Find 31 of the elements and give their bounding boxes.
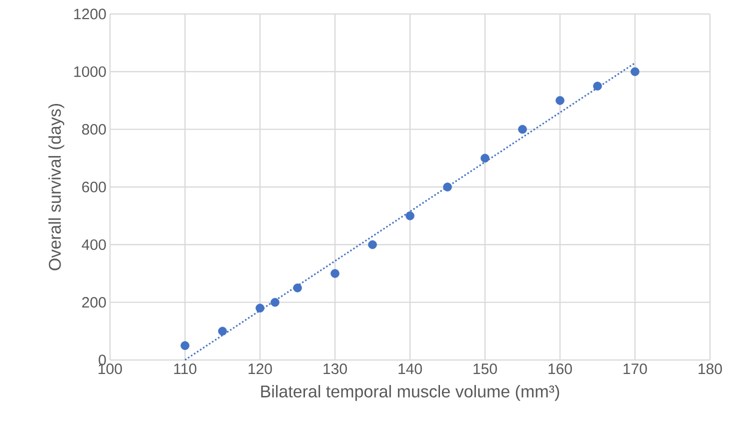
point xyxy=(270,298,280,307)
y-tick-label: 1200 xyxy=(74,8,106,20)
x-tick-label: 120 xyxy=(248,364,272,374)
y-tick-label: 1000 xyxy=(74,66,106,77)
y-tick-label: 200 xyxy=(82,297,106,308)
point xyxy=(368,240,377,250)
point xyxy=(480,154,490,163)
point xyxy=(256,304,264,312)
y-axis-title: Overall survival (days) xyxy=(48,104,64,270)
point xyxy=(330,269,340,278)
point xyxy=(630,67,640,76)
point xyxy=(218,326,227,336)
point xyxy=(593,82,602,90)
point xyxy=(406,211,414,220)
x-tick-label: 170 xyxy=(624,364,647,374)
x-tick-label: 180 xyxy=(698,364,722,374)
y-tick-label: 400 xyxy=(82,239,106,250)
x-axis-title: Bilateral temporal muscle volume (mm³) xyxy=(261,385,560,401)
x-tick-label: 110 xyxy=(174,364,196,374)
x-tick-label: 100 xyxy=(98,364,122,374)
x-tick-label: 160 xyxy=(548,364,572,374)
point xyxy=(556,96,564,105)
point xyxy=(443,182,452,192)
point xyxy=(518,124,527,134)
point xyxy=(180,341,190,350)
x-tick-label: 140 xyxy=(398,364,422,374)
y-tick-label: 600 xyxy=(82,182,106,192)
point xyxy=(293,284,302,292)
x-tick-label: 130 xyxy=(324,364,347,374)
y-tick-label: 800 xyxy=(82,124,106,135)
x-tick-label: 150 xyxy=(474,364,497,374)
